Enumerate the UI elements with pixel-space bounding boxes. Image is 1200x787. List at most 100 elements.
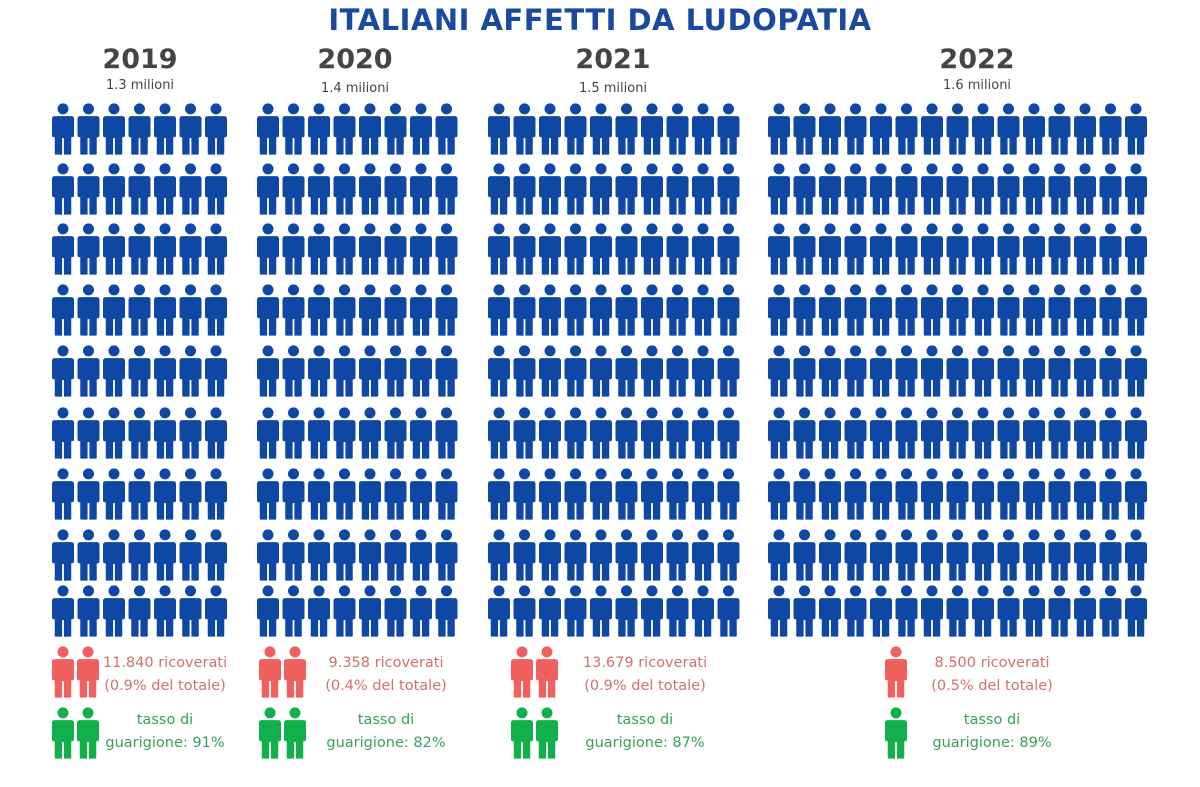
person-icon: [819, 223, 841, 275]
person-icon: [692, 585, 714, 637]
recovery-label: tasso di: [136, 712, 194, 728]
person-icon: [205, 223, 227, 275]
person-icon: [103, 223, 125, 275]
person-icon: [997, 585, 1020, 637]
person-icon: [359, 223, 381, 275]
person-icon: [539, 163, 561, 215]
person-icon: [435, 585, 458, 637]
person-icon: [1099, 529, 1122, 581]
person-icon: [666, 407, 689, 459]
person-icon: [819, 529, 841, 581]
person-icon: [1074, 163, 1096, 215]
person-icon: [946, 529, 969, 581]
person-icon: [205, 284, 227, 336]
person-icon: [1048, 468, 1071, 520]
person-icon: [359, 529, 381, 581]
person-icon: [52, 163, 74, 215]
person-icon: [308, 223, 330, 275]
person-icon: [539, 585, 561, 637]
person-icon: [410, 103, 432, 155]
person-icon: [666, 529, 689, 581]
person-icon: [179, 284, 202, 336]
person-icon: [128, 163, 151, 215]
person-icon: [692, 468, 714, 520]
person-icon: [768, 103, 790, 155]
person-icon: [972, 468, 994, 520]
person-icon: [564, 585, 587, 637]
person-icon: [793, 223, 816, 275]
year-label: 2022: [939, 44, 1015, 75]
person-icon: [946, 468, 969, 520]
person-icon: [819, 103, 841, 155]
year-label: 2020: [317, 44, 393, 75]
person-icon: [921, 468, 943, 520]
person-icon: [946, 407, 969, 459]
person-icon: [488, 468, 510, 520]
person-icon: [488, 223, 510, 275]
person-icon: [997, 163, 1020, 215]
person-icon: [513, 529, 536, 581]
person-icon: [615, 529, 638, 581]
person-icon: [717, 163, 740, 215]
person-icon: [1099, 284, 1122, 336]
person-icon: [1023, 163, 1045, 215]
person-icon: [819, 585, 841, 637]
person-icon: [435, 103, 458, 155]
person-icon: [52, 529, 74, 581]
person-icon: [819, 163, 841, 215]
person-icon: [282, 284, 305, 336]
person-icon: [257, 529, 279, 581]
person-icon: [179, 163, 202, 215]
hospitalized-share-label: (0.5% del totale): [931, 678, 1053, 694]
person-icon: [615, 468, 638, 520]
person-icon: [1074, 468, 1096, 520]
person-icon: [997, 103, 1020, 155]
person-icon: [77, 163, 100, 215]
person-icon: [77, 529, 100, 581]
hospitalized-label: 9.358 ricoverati: [328, 655, 444, 671]
person-icon: [410, 284, 432, 336]
person-icon: [666, 284, 689, 336]
person-icon: [921, 223, 943, 275]
person-icon: [895, 585, 918, 637]
person-icon: [359, 468, 381, 520]
person-icon: [539, 223, 561, 275]
person-icon: [154, 407, 176, 459]
person-icon: [77, 585, 100, 637]
person-icon: [717, 468, 740, 520]
person-icon: [488, 407, 510, 459]
person-icon: [844, 529, 867, 581]
person-icon: [384, 585, 407, 637]
person-icon: [77, 284, 100, 336]
person-icon: [282, 223, 305, 275]
person-icon: [921, 103, 943, 155]
person-icon: [768, 585, 790, 637]
person-icon: [103, 103, 125, 155]
year-label: 2021: [575, 44, 651, 75]
person-icon: [513, 284, 536, 336]
person-icon: [793, 407, 816, 459]
person-icon: [870, 345, 892, 397]
person-icon: [410, 407, 432, 459]
person-icon: [1048, 103, 1071, 155]
person-icon: [513, 407, 536, 459]
person-icon: [870, 407, 892, 459]
person-icon: [410, 529, 432, 581]
person-icon: [1048, 223, 1071, 275]
person-icon: [154, 103, 176, 155]
person-icon: [768, 223, 790, 275]
person-icon: [946, 284, 969, 336]
person-icon: [692, 223, 714, 275]
person-icon: [1023, 407, 1045, 459]
person-icon: [921, 529, 943, 581]
person-icon: [384, 407, 407, 459]
total-label: 1.5 milioni: [578, 81, 648, 96]
person-icon: [1125, 284, 1147, 336]
person-icon: [641, 529, 663, 581]
person-icon: [539, 407, 561, 459]
person-icon: [768, 163, 790, 215]
person-icon: [154, 284, 176, 336]
person-icon: [435, 163, 458, 215]
person-icon: [870, 223, 892, 275]
person-icon: [205, 585, 227, 637]
